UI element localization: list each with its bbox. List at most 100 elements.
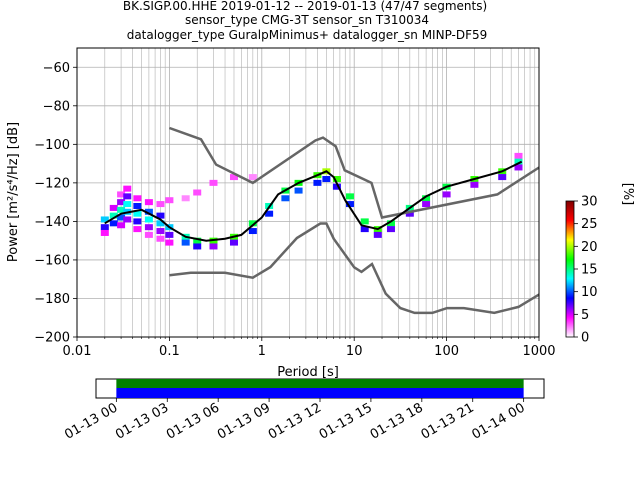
x-tick-label: 1000 xyxy=(522,344,555,359)
psd-cell xyxy=(133,202,142,209)
colorbar-tick-label: 10 xyxy=(581,285,598,300)
timeline-tick-label: 01-13 00 xyxy=(62,400,120,442)
timeline-tick-label: 01-14 00 xyxy=(470,400,528,442)
psd-cell xyxy=(514,164,523,171)
psd-cell xyxy=(332,176,341,183)
colorbar-tick-label: 15 xyxy=(581,263,598,278)
colorbar-tick-label: 0 xyxy=(581,331,589,346)
psd-cell xyxy=(422,201,431,208)
y-tick-label: −80 xyxy=(43,99,70,114)
y-tick-label: −60 xyxy=(43,61,70,76)
colorbar-tick-label: 5 xyxy=(581,308,589,323)
y-tick-label: −120 xyxy=(34,176,70,191)
timeline-tick-label: 01-13 09 xyxy=(215,400,273,442)
psd-cell xyxy=(360,218,369,225)
psd-cell xyxy=(156,235,165,242)
x-tick-label: 100 xyxy=(434,344,459,359)
ppsd-plot-area: 0.01 0.1 1 10 100 1000 −200 −180 −160 −140 −120 −1… xyxy=(34,47,556,359)
psd-cell xyxy=(100,224,109,231)
timeline-coverage-bottom xyxy=(116,388,524,398)
psd-cell xyxy=(123,216,132,223)
x-axis-ticks: 0.01 0.1 1 10 100 1000 xyxy=(63,337,556,359)
psd-cell xyxy=(345,193,354,200)
colorbar-ticks: 0 5 10 15 20 25 30 xyxy=(574,195,598,346)
y-tick-label: −160 xyxy=(34,253,70,268)
psd-cell xyxy=(405,210,414,217)
colorbar: 0 5 10 15 20 25 30 [%] xyxy=(565,183,635,346)
psd-cell xyxy=(294,187,303,194)
psd-cell xyxy=(117,206,126,213)
psd-cell xyxy=(156,201,165,208)
y-tick-label: −100 xyxy=(34,138,70,153)
colorbar-tick-label: 20 xyxy=(581,240,598,255)
psd-cell xyxy=(133,218,142,225)
psd-cell xyxy=(156,212,165,219)
y-axis-ticks: −200 −180 −160 −140 −120 −100 −80 −60 xyxy=(34,61,77,346)
psd-cell xyxy=(470,181,479,188)
psd-cell xyxy=(265,210,274,217)
y-axis-label: Power [m²/s⁴/Hz] [dB] xyxy=(6,122,21,262)
x-tick-label: 10 xyxy=(346,344,363,359)
timeline-coverage-top xyxy=(116,379,524,388)
psd-cell xyxy=(229,239,238,246)
plot-background xyxy=(77,48,539,337)
y-tick-label: −140 xyxy=(34,215,70,230)
chart-title-line-1: BK.SIGP.00.HHE 2019-01-12 -- 2019-01-13 … xyxy=(123,0,487,13)
psd-cell xyxy=(181,195,190,202)
psd-cell xyxy=(156,228,165,235)
psd-cell xyxy=(360,226,369,233)
chart-title-line-3: datalogger_type GuralpMinimus+ datalogge… xyxy=(127,28,488,42)
timeline-tick-label: 01-13 12 xyxy=(266,400,324,442)
psd-cell xyxy=(144,216,153,223)
x-tick-label: 0.01 xyxy=(63,344,92,359)
psd-cell xyxy=(165,239,174,246)
psd-cell xyxy=(117,222,126,229)
psd-cell xyxy=(373,231,382,238)
x-axis-label: Period [s] xyxy=(277,365,339,380)
psd-cell xyxy=(144,224,153,231)
colorbar-tick-label: 30 xyxy=(581,195,598,210)
psd-cell xyxy=(248,220,257,227)
psd-cell xyxy=(386,220,395,227)
psd-cell xyxy=(514,158,523,165)
noise-model-nlnm xyxy=(169,222,540,315)
psd-cell xyxy=(156,220,165,227)
psd-cell xyxy=(123,201,132,208)
x-tick-label: 1 xyxy=(258,344,266,359)
plot-frame xyxy=(76,47,540,338)
timeline-tick-label: 01-13 18 xyxy=(368,400,426,442)
x-tick-label: 0.1 xyxy=(159,344,180,359)
psd-cell xyxy=(123,193,132,200)
psd-cell xyxy=(123,185,132,192)
psd-cell xyxy=(313,179,322,186)
psd-cell xyxy=(133,195,142,202)
psd-cell xyxy=(514,152,523,159)
psd-cell xyxy=(133,226,142,233)
psd-cell xyxy=(229,174,238,181)
psd-cell xyxy=(386,226,395,233)
psd-cell xyxy=(345,201,354,208)
psd-cell xyxy=(117,191,126,198)
psd-cell xyxy=(165,231,174,238)
mean-psd-curve xyxy=(104,160,523,242)
y-tick-label: −200 xyxy=(34,331,70,346)
psd-cell xyxy=(109,212,118,219)
psd-cell xyxy=(144,208,153,215)
colorbar-label: [%] xyxy=(620,183,635,206)
colorbar-gradient xyxy=(565,200,575,338)
psd-cell xyxy=(498,174,507,181)
psd-cell xyxy=(442,191,451,198)
psd-cell xyxy=(117,199,126,206)
psd-cell xyxy=(117,214,126,221)
psd-cell xyxy=(133,210,142,217)
timeline-tick-label: 01-13 06 xyxy=(164,400,222,442)
psd-cell xyxy=(100,216,109,223)
psd-cell xyxy=(248,228,257,235)
psd-cell xyxy=(209,179,218,186)
psd-cell xyxy=(209,243,218,250)
psd-cell xyxy=(109,204,118,211)
psd-cell xyxy=(100,229,109,236)
